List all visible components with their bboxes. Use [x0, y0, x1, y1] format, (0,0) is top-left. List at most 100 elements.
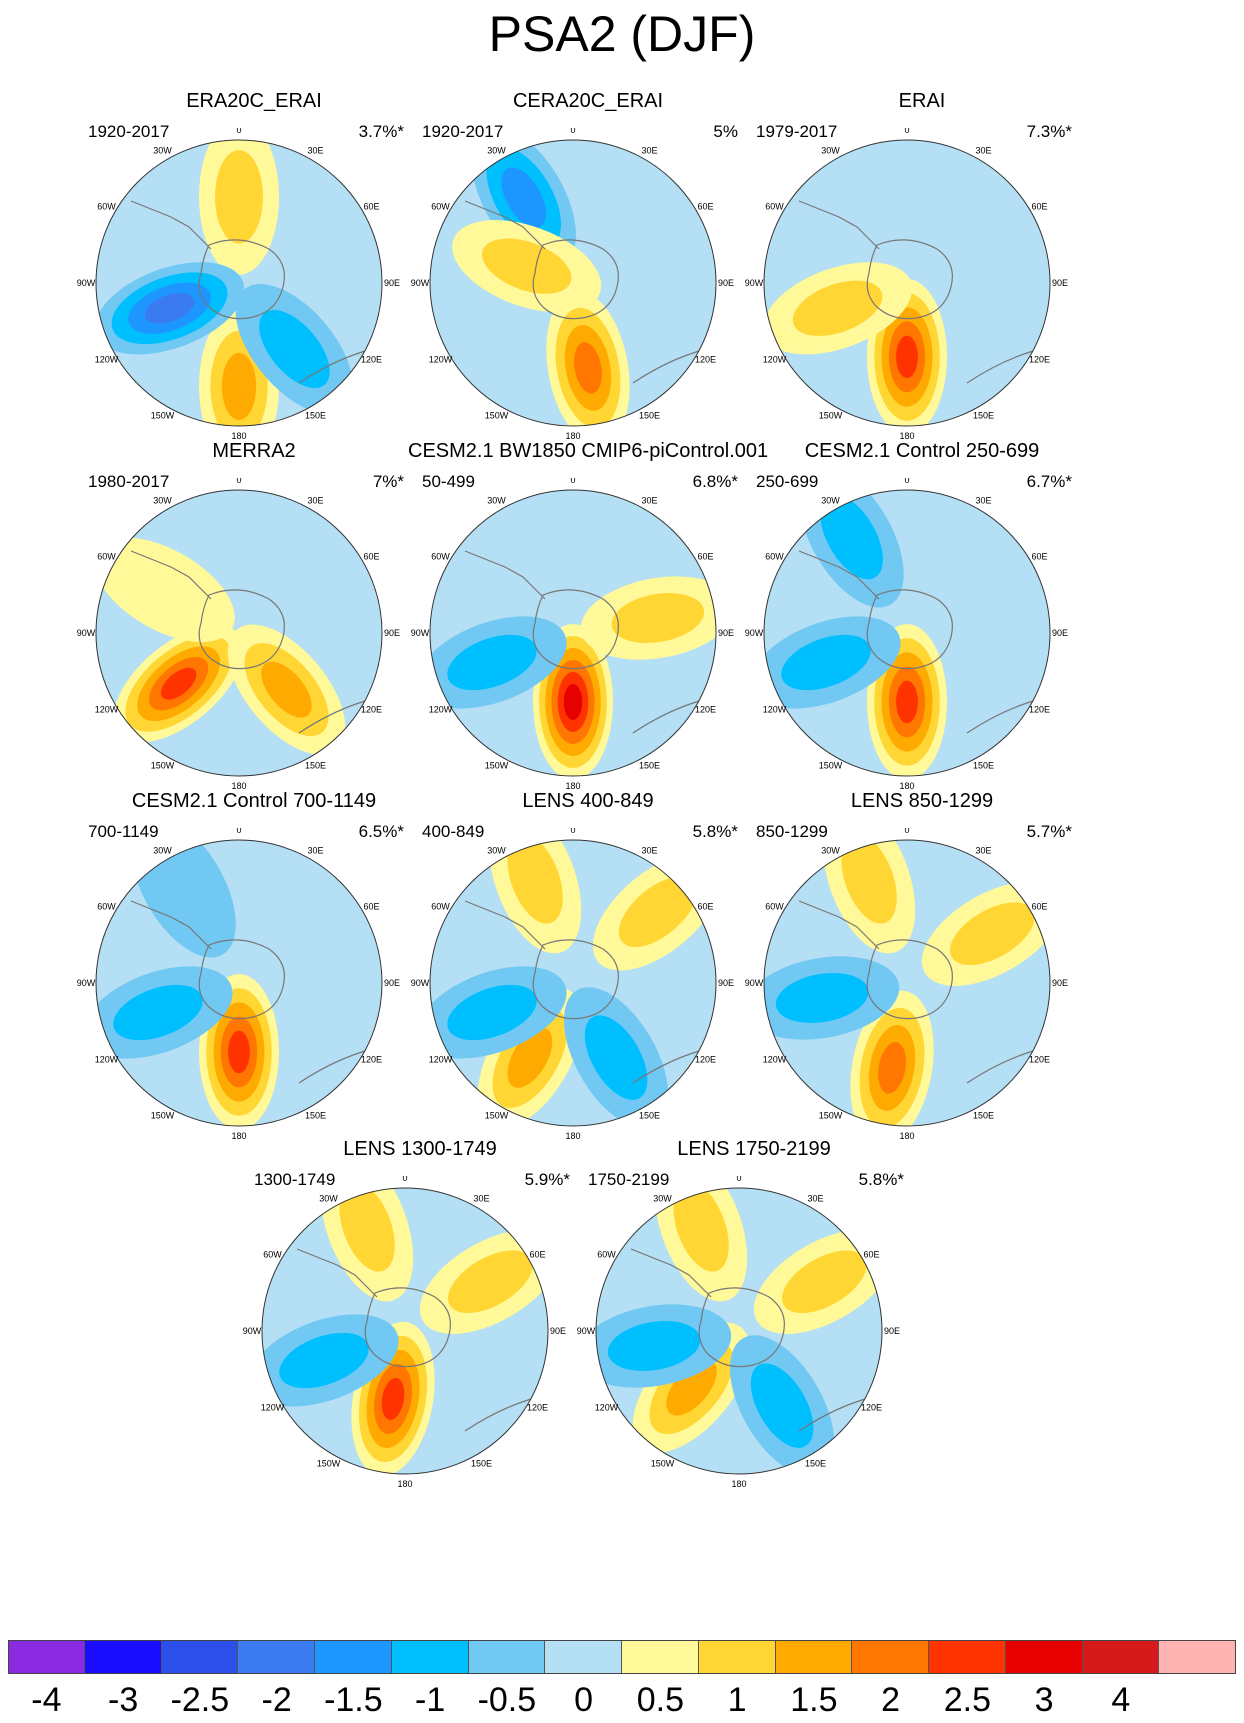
colorbar-swatch	[84, 1640, 162, 1674]
panel-title: CESM2.1 BW1850 CMIP6-piControl.001	[408, 440, 769, 462]
panel-period: 1920-2017	[88, 122, 170, 141]
south-america-coastline	[798, 550, 880, 600]
antarctica-coastline	[532, 239, 619, 320]
panel-period: 1979-2017	[756, 122, 838, 141]
colorbar-frame	[8, 1640, 1236, 1674]
panel-period: 700-1149	[88, 822, 159, 841]
australia-coastline	[798, 1390, 882, 1432]
longitude-label: 90W	[411, 278, 430, 288]
polar-map: 0 30E 60E 90E 120E 150E 180 150W 120W 90W 60W 30W	[411, 128, 734, 441]
contour-region	[775, 972, 869, 1023]
colorbar-swatch	[468, 1640, 546, 1674]
antarctica-coastline	[866, 589, 953, 670]
longitude-label: 90W	[77, 278, 96, 288]
longitude-label: 120E	[695, 1055, 716, 1065]
colorbar-swatch	[775, 1640, 853, 1674]
longitude-label: 120W	[261, 1403, 285, 1413]
colorbar-swatch	[315, 1640, 392, 1674]
contour-region	[144, 292, 195, 324]
longitude-label: 60E	[863, 1250, 879, 1260]
map-boundary	[95, 839, 383, 1127]
longitude-label: 150E	[305, 411, 326, 421]
contour-region	[584, 1015, 648, 1100]
longitude-label: 90W	[745, 978, 764, 988]
longitude-label: 150W	[485, 411, 509, 421]
longitude-label: 30W	[821, 845, 840, 855]
longitude-label: 120E	[1029, 355, 1050, 365]
page-title: PSA2 (DJF)	[488, 6, 756, 62]
longitude-label: 120E	[695, 355, 716, 365]
panel-title: ERAI	[898, 90, 946, 112]
longitude-label: 150E	[639, 1111, 660, 1121]
polar-map: 0 30E 60E 90E 120E 150E 180 150W 120W 90W 60W 30W	[745, 128, 1068, 441]
longitude-label: 60E	[697, 202, 713, 212]
contour-region	[896, 335, 918, 379]
longitude-label: 60W	[765, 202, 784, 212]
longitude-label: 60W	[97, 552, 116, 562]
panel-variance: 7.3%*	[1026, 122, 1072, 141]
longitude-label: 180	[899, 781, 914, 791]
contour-region	[673, 1188, 729, 1272]
polar-map: 0 30E 60E 90E 120E 150E 180 150W 120W 90W 60W 30W	[243, 1176, 566, 1489]
contour-region	[228, 1030, 250, 1074]
longitude-label: 120E	[861, 1403, 882, 1413]
panel-variance: 5%	[713, 122, 738, 141]
contour-region	[574, 342, 602, 394]
longitude-label: 60W	[765, 552, 784, 562]
south-america-coastline	[296, 1248, 378, 1298]
longitude-label: 90W	[577, 1326, 596, 1336]
contour-region	[666, 1359, 717, 1416]
map-panel: LENS 1300-1749 1300-1749 5.9%* 0 30E 60E 90E 12…	[240, 1138, 600, 1508]
longitude-label: 180	[565, 431, 580, 441]
longitude-label: 120W	[95, 705, 119, 715]
longitude-label: 30E	[975, 145, 991, 155]
antarctica-coastline	[532, 939, 619, 1020]
contour-region	[448, 1250, 533, 1314]
longitude-label: 60E	[529, 1250, 545, 1260]
map-panel: CESM2.1 Control 700-1149 700-1149 6.5%* 0 30…	[74, 790, 434, 1160]
panel-variance: 6.8%*	[692, 472, 738, 491]
australia-coastline	[298, 1042, 382, 1084]
australia-coastline	[632, 1042, 716, 1084]
longitude-label: 30W	[487, 845, 506, 855]
longitude-label: 60W	[263, 1250, 282, 1260]
longitude-label: 150W	[151, 761, 175, 771]
map-panel: LENS 400-849 400-849 5.8%* 0 30E 60E 90E 120E 15…	[408, 790, 768, 1160]
colorbar-swatch	[545, 1640, 622, 1674]
contour-region	[447, 634, 537, 691]
contour-region	[447, 984, 537, 1041]
longitude-label: 120W	[763, 705, 787, 715]
colorbar-label: 2.5	[943, 1681, 991, 1719]
longitude-label: 60E	[1031, 552, 1047, 562]
longitude-label: 60W	[97, 202, 116, 212]
colorbar-label: 1.5	[790, 1681, 838, 1719]
contour-region	[113, 984, 203, 1041]
panel-variance: 5.8%*	[858, 1170, 904, 1189]
antarctica-coastline	[198, 239, 285, 320]
longitude-label: 60E	[1031, 902, 1047, 912]
longitude-label: 30E	[807, 1193, 823, 1203]
map-boundary	[763, 839, 1051, 1127]
longitude-label: 180	[231, 431, 246, 441]
longitude-label: 120W	[95, 355, 119, 365]
panel-variance: 5.8%*	[692, 822, 738, 841]
longitude-label: 30E	[307, 495, 323, 505]
longitude-label: 60W	[431, 902, 450, 912]
longitude-label: 150W	[151, 1111, 175, 1121]
contour-region	[279, 1332, 369, 1389]
antarctica-coastline	[198, 589, 285, 670]
longitude-label: 150E	[639, 411, 660, 421]
colorbar-label: -3	[108, 1681, 139, 1719]
longitude-label: 0	[402, 1176, 407, 1183]
contour-region	[896, 680, 918, 724]
longitude-label: 180	[397, 1479, 412, 1489]
australia-coastline	[966, 342, 1050, 384]
contour-region	[781, 634, 871, 691]
australia-coastline	[632, 342, 716, 384]
longitude-label: 120W	[763, 355, 787, 365]
map-panel: CERA20C_ERAI 1920-2017 5% 0 30E 60E 90E 120E 150…	[408, 90, 768, 460]
longitude-label: 60E	[363, 902, 379, 912]
longitude-label: 30E	[307, 145, 323, 155]
panel-period: 1750-2199	[588, 1170, 670, 1189]
antarctica-coastline	[198, 939, 285, 1020]
